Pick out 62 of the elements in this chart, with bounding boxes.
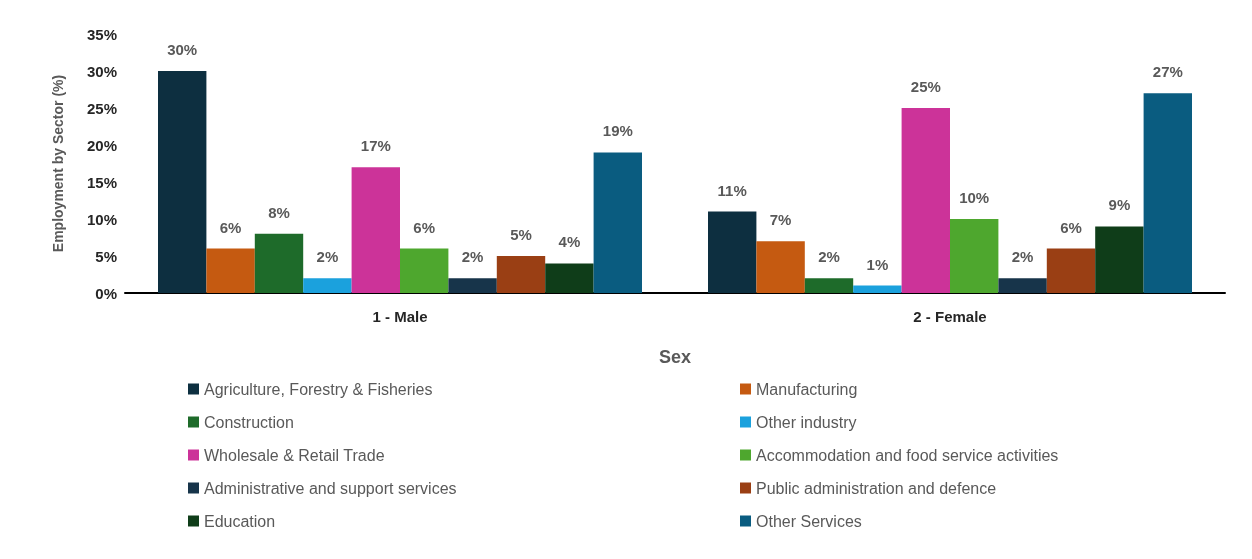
y-tick-label: 5%: [95, 247, 117, 265]
data-label: 30%: [167, 41, 198, 58]
bar: [351, 167, 400, 293]
y-tick-label: 35%: [86, 25, 117, 43]
bar: [756, 241, 805, 293]
x-tick-label: 2 - Female: [913, 308, 987, 325]
legend-label: Other industry: [756, 413, 857, 431]
data-label: 10%: [959, 189, 990, 206]
bar: [950, 219, 999, 293]
bar: [400, 248, 449, 293]
bar: [593, 152, 642, 293]
data-label: 4%: [558, 233, 581, 251]
x-tick-label: 1 - Male: [372, 308, 428, 325]
data-label: 27%: [1152, 63, 1183, 81]
legend-label: Manufacturing: [756, 380, 858, 398]
bar: [206, 248, 255, 293]
data-label: 19%: [602, 122, 633, 140]
data-label: 17%: [360, 137, 391, 155]
y-tick-label: 30%: [86, 62, 117, 80]
data-label: 6%: [219, 218, 242, 236]
bar: [303, 278, 352, 293]
data-label: 5%: [510, 226, 532, 243]
bar: [901, 108, 950, 293]
data-label: 7%: [769, 211, 792, 229]
legend-label: Administrative and support services: [204, 479, 457, 497]
bar: [1046, 248, 1096, 293]
x-axis-title: Sex: [658, 347, 692, 367]
data-label: 2%: [818, 248, 840, 266]
bar: [448, 278, 497, 293]
data-label: 8%: [268, 203, 290, 221]
bar: [998, 278, 1047, 293]
legend-label: Agriculture, Forestry & Fisheries: [204, 380, 433, 398]
legend-label: Construction: [204, 413, 294, 431]
y-tick-label: 20%: [86, 136, 117, 154]
legend-label: Other Services: [756, 512, 862, 530]
data-label: 2%: [461, 248, 484, 266]
bar: [545, 263, 594, 293]
y-tick-label: 15%: [86, 173, 117, 191]
data-label: 2%: [1011, 248, 1034, 266]
data-label: 2%: [316, 248, 339, 266]
bar: [158, 71, 207, 293]
bar: [1095, 226, 1144, 293]
data-label: 11%: [717, 181, 747, 199]
y-tick-label: 10%: [86, 210, 117, 228]
legend-label: Public administration and defence: [756, 479, 997, 497]
y-tick-label: 25%: [86, 99, 117, 117]
bar: [496, 256, 546, 293]
legend-label: Education: [204, 512, 276, 530]
y-axis-title: Employment by Sector (%): [50, 74, 66, 253]
bar: [1143, 93, 1192, 293]
legend-label: Accommodation and food service activities: [756, 446, 1059, 464]
data-label: 6%: [1060, 218, 1082, 236]
legend-label: Wholesale & Retail Trade: [204, 446, 385, 464]
bar: [804, 278, 854, 293]
bar: [853, 285, 902, 293]
bar: [708, 211, 757, 293]
data-label: 25%: [910, 78, 941, 95]
data-label: 6%: [413, 218, 436, 236]
y-tick-label: 0%: [95, 284, 117, 302]
bar: [254, 233, 304, 293]
data-label: 9%: [1108, 196, 1131, 214]
data-label: 1%: [866, 255, 889, 273]
